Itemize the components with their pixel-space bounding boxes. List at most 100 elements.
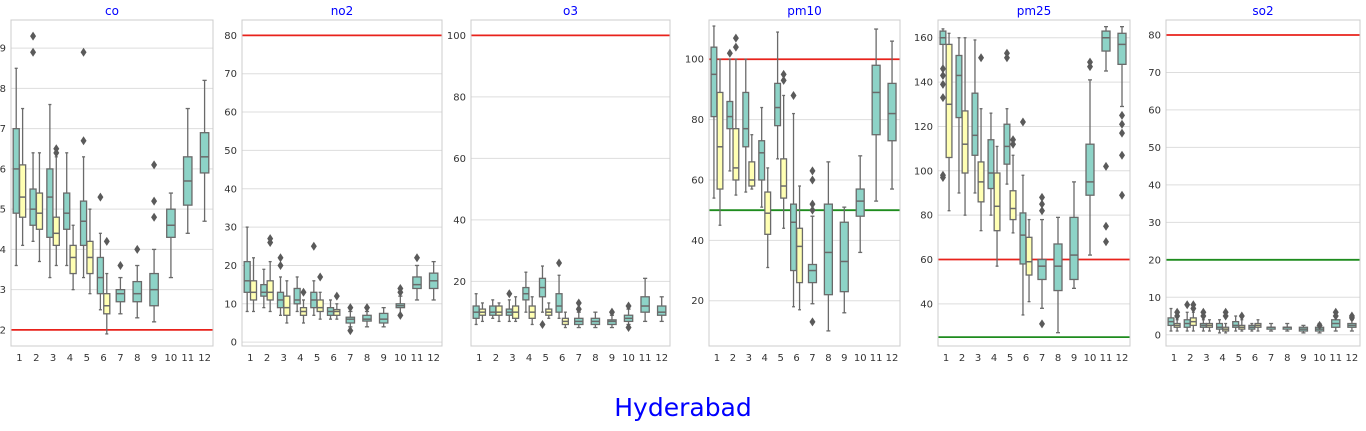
xtick-label: 8 [364, 353, 370, 364]
outlier-point [151, 196, 158, 206]
iqr-box [1019, 212, 1027, 265]
ytick-label: 30 [1148, 218, 1161, 229]
iqr-box [971, 92, 979, 156]
xtick-label: 3 [50, 353, 56, 364]
box-month-10-a [395, 283, 406, 320]
box-month-1-a [1167, 307, 1175, 332]
axes-frame [937, 19, 1131, 347]
outlier-point [300, 287, 307, 297]
box-month-6-b [796, 185, 804, 311]
box-month-2-b [495, 302, 503, 323]
xtick-label: 3 [280, 353, 286, 364]
subplot-title: so2 [1252, 4, 1273, 18]
iqr-box [790, 203, 798, 272]
outlier-point [1087, 62, 1093, 72]
xtick-label: 2 [33, 353, 39, 364]
ytick-label: 40 [1148, 180, 1161, 191]
box-month-11-a [640, 277, 650, 323]
box-month-3-a [46, 103, 54, 279]
outlier-point [939, 70, 946, 80]
box-month-5-b [86, 208, 94, 295]
box-month-7-a [115, 261, 126, 315]
outlier-point [397, 310, 404, 320]
box-month-11-a [871, 28, 881, 202]
box-month-4-a [293, 276, 301, 313]
box-month-2-a [955, 37, 963, 194]
iqr-box [871, 64, 881, 136]
iqr-box [489, 305, 497, 316]
iqr-box [260, 283, 268, 297]
ytick-label: 40 [920, 299, 933, 310]
box-month-6-b [561, 311, 569, 329]
box-month-4-b [528, 296, 536, 326]
box-month-6-b [333, 291, 341, 320]
outlier-point [117, 261, 124, 271]
iqr-box [96, 256, 105, 295]
ytick-label: 60 [224, 108, 237, 119]
ytick-label: 0 [1155, 330, 1161, 341]
ytick-label: 60 [453, 154, 466, 165]
box-month-4-b [993, 145, 1001, 267]
box-month-3-a [276, 253, 285, 316]
box-month-1-b [716, 58, 724, 226]
box-month-5-b [545, 302, 553, 319]
box-month-8-a [132, 244, 143, 319]
iqr-box [993, 172, 1001, 232]
box-month-6-b [1254, 319, 1262, 332]
outlier-point [608, 307, 615, 317]
outlier-point [1039, 319, 1045, 329]
ytick-label: 80 [691, 115, 704, 126]
xtick-label: 3 [975, 353, 981, 364]
iqr-box [945, 43, 953, 159]
outlier-point [1119, 110, 1125, 120]
box-month-2-a [1183, 300, 1191, 332]
iqr-box [132, 280, 143, 303]
xtick-label: 5 [1007, 353, 1013, 364]
iqr-box [1085, 143, 1095, 196]
box-month-1-a [710, 25, 718, 199]
xtick-label: 5 [314, 353, 320, 364]
iqr-box [63, 192, 71, 230]
ytick-label: 2 [0, 325, 6, 336]
box-month-5-b [780, 69, 788, 229]
ytick-label: 140 [914, 78, 933, 89]
box-month-2-a [29, 31, 37, 243]
box-month-1-b [478, 302, 487, 323]
iqr-box [345, 316, 356, 324]
box-month-12-a [887, 40, 897, 190]
box-month-8-a [823, 161, 834, 332]
outlier-point [809, 199, 816, 209]
xtick-label: 4 [526, 353, 532, 364]
box-month-5-a [1003, 48, 1011, 185]
xtick-label: 12 [198, 353, 211, 364]
outlier-point [397, 287, 404, 297]
outlier-point [1332, 311, 1339, 321]
outlier-point [1003, 53, 1010, 63]
outlier-point [978, 53, 985, 63]
xtick-label: 6 [330, 353, 336, 364]
box-month-9-a [607, 307, 617, 329]
iqr-box [758, 140, 766, 181]
ytick-label: 0 [231, 338, 237, 349]
iqr-box [52, 216, 60, 247]
ytick-label: 40 [224, 184, 237, 195]
outlier-point [1119, 150, 1125, 160]
box-month-5-b [1238, 311, 1246, 332]
iqr-box [1215, 322, 1224, 330]
outlier-point [414, 253, 420, 263]
box-month-6-b [103, 236, 111, 335]
box-month-12-a [1117, 26, 1127, 200]
box-month-2-b [1189, 300, 1197, 332]
xtick-label: 4 [991, 353, 997, 364]
box-month-5-a [310, 241, 318, 316]
xtick-label: 1 [1171, 353, 1177, 364]
iqr-box [716, 91, 724, 190]
outlier-point [1200, 311, 1207, 321]
xtick-label: 9 [609, 353, 615, 364]
xtick-label: 9 [380, 353, 386, 364]
box-month-11-a [412, 253, 422, 301]
outlier-point [267, 237, 274, 247]
box-month-9-a [1298, 324, 1309, 334]
